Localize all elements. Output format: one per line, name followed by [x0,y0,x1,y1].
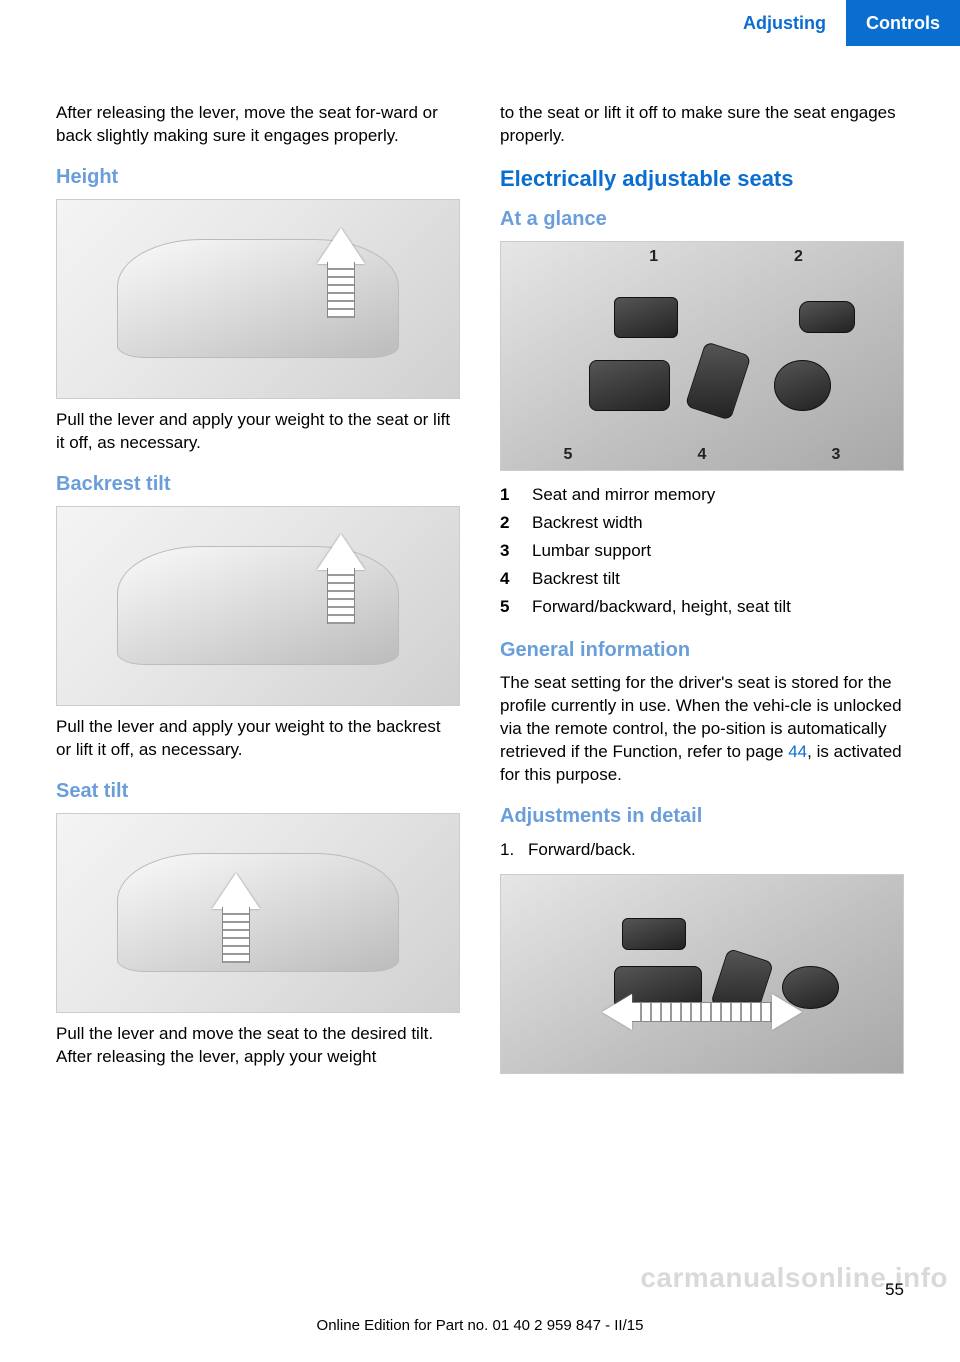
figure-control-panel: 1 2 5 4 3 [500,241,904,471]
legend-num: 3 [500,541,532,561]
legend-item: 4Backrest tilt [500,565,904,593]
backrest-tilt-icon [685,341,752,421]
right-column: to the seat or lift it off to make sure … [500,102,904,1084]
lumbar-icon [774,360,830,410]
heading-height: Height [56,166,460,189]
page-number: 55 [885,1280,904,1300]
callout-row-bottom: 5 4 3 [501,446,903,464]
legend-num: 4 [500,569,532,589]
left-intro: After releasing the lever, move the seat… [56,102,460,148]
callout-5: 5 [564,446,573,464]
legend-label: Lumbar support [532,541,651,561]
left-column: After releasing the lever, move the seat… [56,102,460,1084]
figure-backrest-tilt [56,506,460,706]
step-item: 1.Forward/back. [500,838,904,862]
right-intro: to the seat or lift it off to make sure … [500,102,904,148]
figure-forward-back [500,874,904,1074]
footer-edition: Online Edition for Part no. 01 40 2 959 … [0,1317,960,1334]
heading-seat-tilt: Seat tilt [56,780,460,803]
page-header: Adjusting Controls [0,0,960,46]
legend-label: Seat and mirror memory [532,485,715,505]
callout-row-top: 1 2 [501,248,903,266]
page-link-44[interactable]: 44 [788,742,807,761]
arrow-up-icon [206,873,266,973]
heading-at-a-glance: At a glance [500,208,904,231]
legend-label: Backrest tilt [532,569,620,589]
caption-backrest-tilt: Pull the lever and apply your weight to … [56,716,460,762]
callout-2: 2 [794,248,803,266]
arrow-bar-icon [632,1002,772,1022]
legend-label: Backrest width [532,513,643,533]
legend-num: 1 [500,485,532,505]
legend-item: 1Seat and mirror memory [500,481,904,509]
step-label: Forward/back. [528,840,636,860]
legend-item: 2Backrest width [500,509,904,537]
memory-buttons-icon [622,918,686,950]
legend-num: 2 [500,513,532,533]
arrow-up-icon [311,534,371,634]
heading-backrest-tilt: Backrest tilt [56,473,460,496]
callout-3: 3 [832,446,841,464]
heading-electrically-adjustable: Electrically adjustable seats [500,166,904,192]
header-chapter: Controls [846,0,960,46]
callout-1: 1 [649,248,658,266]
adjustments-steps: 1.Forward/back. [500,838,904,862]
arrow-left-right-icon [602,987,802,1037]
page: Adjusting Controls After releasing the l… [0,0,960,1362]
step-num: 1. [500,840,528,860]
header-section: Adjusting [723,0,846,46]
legend-num: 5 [500,597,532,617]
caption-height: Pull the lever and apply your weight to … [56,409,460,455]
seat-slide-icon [589,360,669,410]
legend-item: 5Forward/backward, height, seat tilt [500,593,904,621]
figure-height [56,199,460,399]
arrow-up-icon [311,228,371,328]
legend-label: Forward/backward, height, seat tilt [532,597,791,617]
backrest-width-icon [799,301,855,333]
figure-seat-tilt [56,813,460,1013]
legend-list: 1Seat and mirror memory 2Backrest width … [500,481,904,621]
caption-seat-tilt: Pull the lever and move the seat to the … [56,1023,460,1069]
general-info-text: The seat setting for the driver's seat i… [500,672,904,787]
content-columns: After releasing the lever, move the seat… [0,46,960,1084]
callout-4: 4 [698,446,707,464]
memory-buttons-icon [614,297,678,338]
legend-item: 3Lumbar support [500,537,904,565]
heading-general-info: General information [500,639,904,662]
heading-adjustments-detail: Adjustments in detail [500,805,904,828]
